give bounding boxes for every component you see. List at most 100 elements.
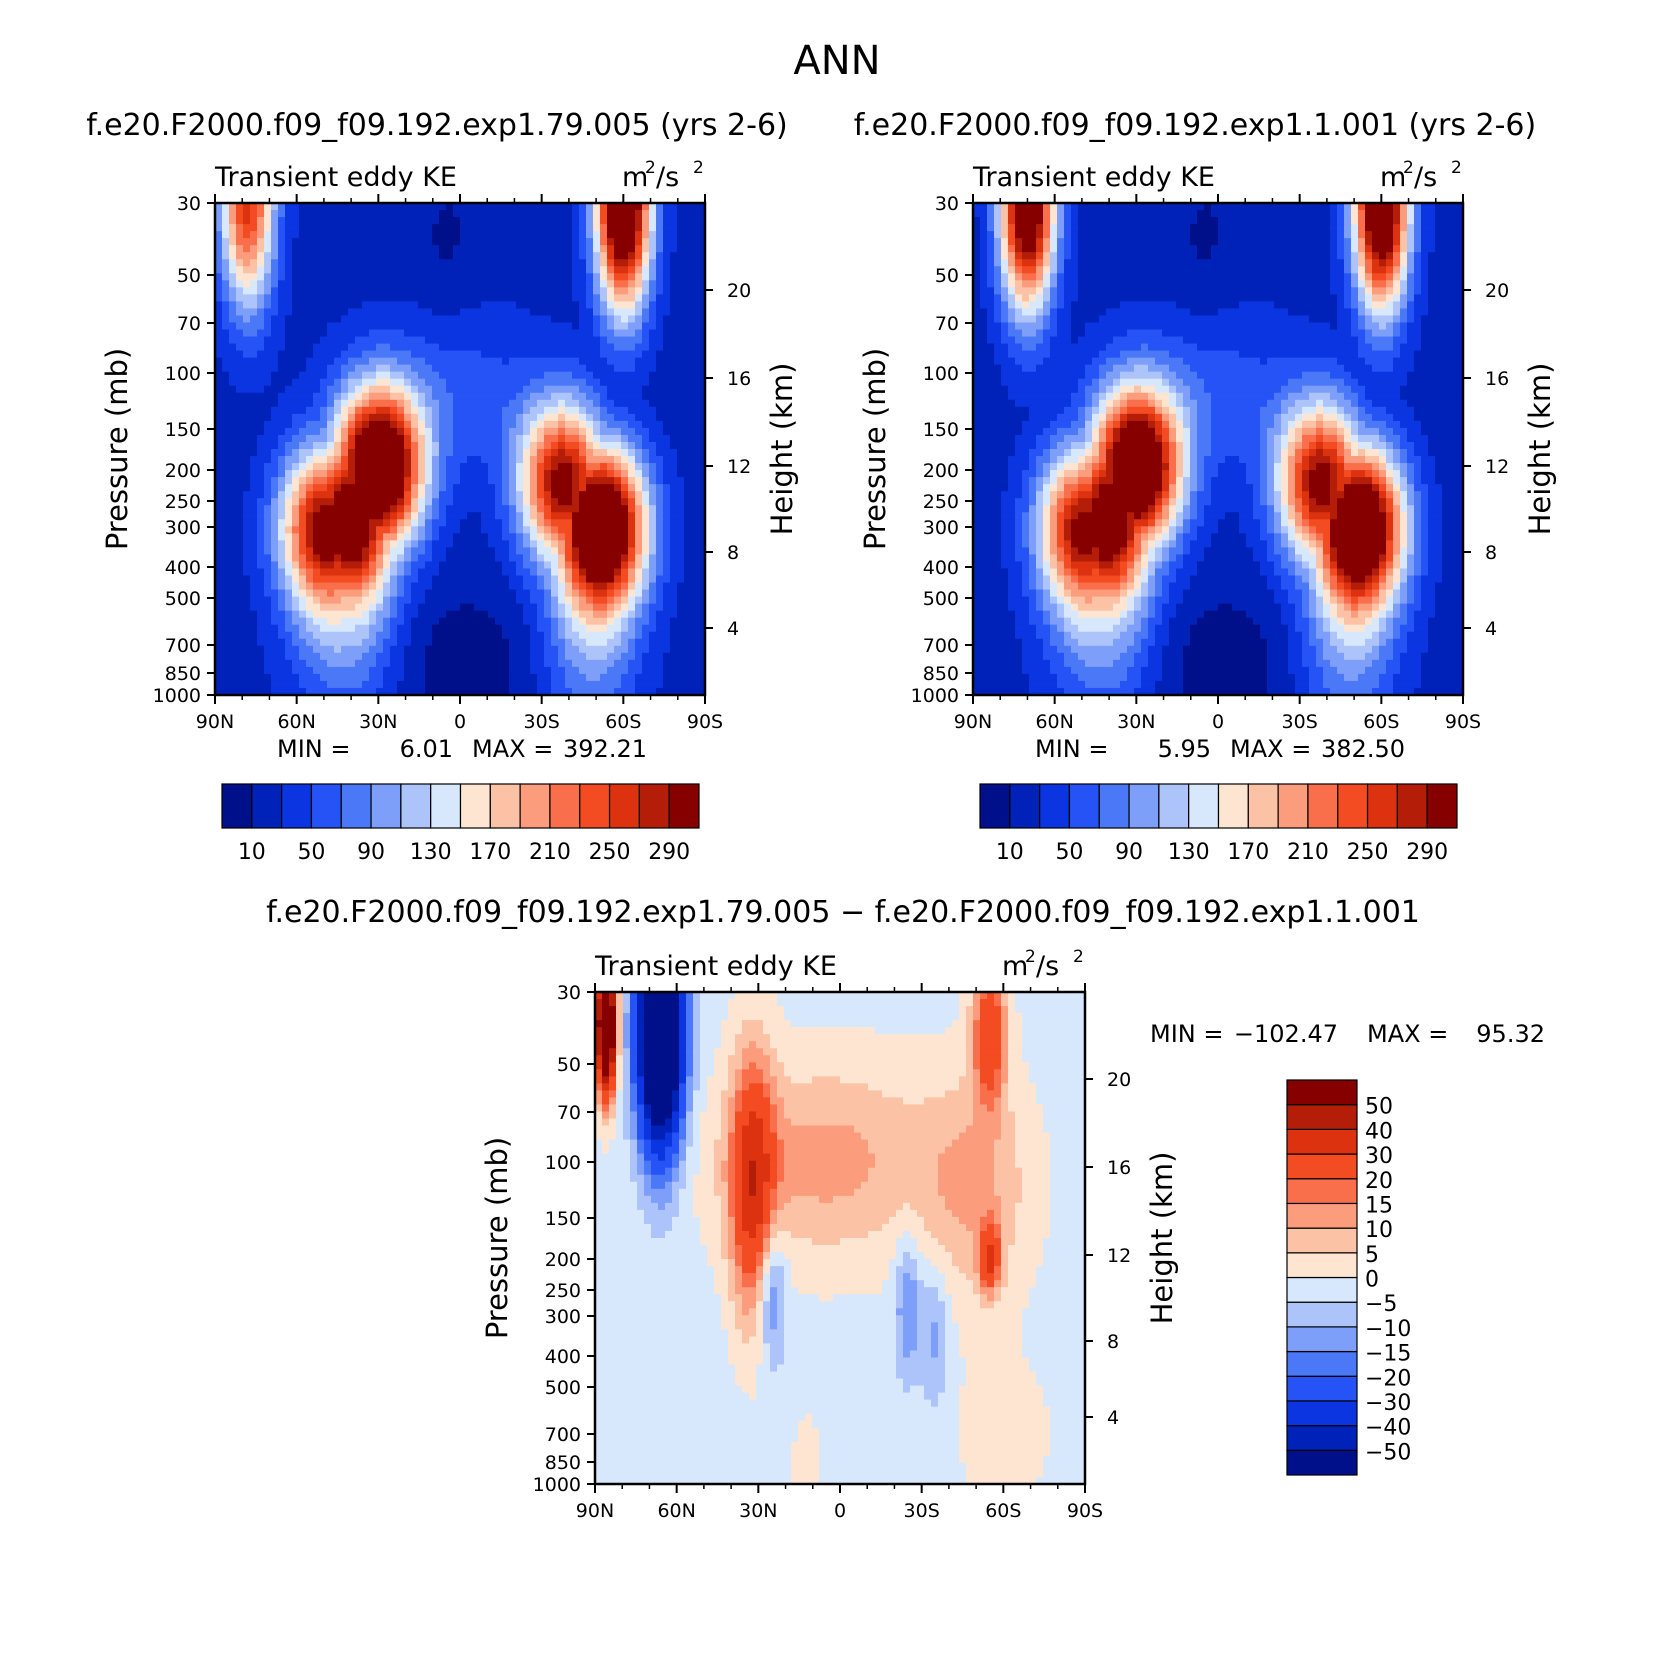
field-cell: [341, 287, 349, 295]
field-cell: [418, 434, 426, 443]
field-cell: [558, 575, 566, 584]
field-cell: [215, 406, 223, 415]
field-cell: [509, 631, 517, 640]
field-cell: [614, 301, 622, 310]
field-cell: [572, 259, 580, 267]
field-cell: [313, 575, 321, 584]
field-cell: [670, 470, 678, 478]
field-cell: [418, 540, 426, 548]
field-cell: [600, 575, 608, 584]
field-cell: [390, 624, 398, 633]
field-cell: [642, 371, 650, 380]
field-cell: [320, 329, 328, 338]
field-cell: [411, 617, 419, 626]
field-cell: [698, 252, 706, 260]
field-cell: [516, 505, 524, 513]
field-cell: [621, 666, 629, 675]
field-cell: [509, 687, 517, 696]
field-cell: [425, 427, 433, 436]
field-cell: [530, 631, 538, 640]
field-cell: [698, 329, 706, 338]
field-cell: [509, 512, 517, 520]
field-cell: [460, 266, 468, 274]
field-cell: [551, 477, 559, 485]
field-cell: [355, 217, 363, 225]
field-cell: [453, 582, 461, 591]
field-cell: [663, 624, 671, 633]
field-cell: [376, 561, 384, 570]
field-cell: [271, 420, 279, 429]
field-cell: [495, 624, 503, 633]
field-cell: [362, 540, 370, 548]
field-cell: [222, 322, 230, 331]
field-cell: [481, 659, 489, 668]
field-cell: [257, 217, 265, 225]
field-cell: [355, 617, 363, 626]
field-cell: [299, 329, 307, 338]
field-cell: [425, 378, 433, 387]
field-cell: [551, 596, 559, 605]
field-cell: [348, 420, 356, 429]
field-cell: [355, 477, 363, 485]
field-cell: [404, 456, 412, 464]
field-cell: [215, 589, 223, 598]
field-cell: [495, 484, 503, 492]
field-cell: [320, 519, 328, 527]
field-cell: [481, 301, 489, 310]
field-cell: [236, 596, 244, 605]
field-cell: [656, 575, 664, 584]
field-cell: [523, 231, 531, 239]
field-cell: [572, 315, 580, 324]
field-cell: [593, 645, 601, 654]
field-cell: [642, 498, 650, 506]
field-cell: [390, 385, 398, 394]
field-cell: [600, 554, 608, 563]
field-cell: [537, 652, 545, 661]
field-cell: [509, 385, 517, 394]
field-cell: [460, 406, 468, 415]
field-cell: [278, 652, 286, 661]
field-cell: [404, 568, 412, 577]
field-cell: [383, 301, 391, 310]
field-cell: [425, 589, 433, 598]
field-cell: [222, 603, 230, 612]
field-cell: [467, 568, 475, 577]
field-cell: [565, 217, 573, 225]
field-cell: [418, 449, 426, 457]
field-cell: [488, 392, 496, 401]
field-cell: [278, 631, 286, 640]
field-cell: [390, 582, 398, 591]
field-cell: [607, 336, 615, 345]
field-cell: [369, 434, 377, 443]
field-cell: [614, 540, 622, 548]
field-cell: [677, 526, 685, 534]
field-cell: [285, 477, 293, 485]
field-cell: [495, 203, 503, 211]
field-cell: [502, 273, 510, 281]
field-cell: [369, 540, 377, 548]
field-cell: [530, 224, 538, 232]
field-cell: [397, 301, 405, 310]
field-cell: [565, 420, 573, 429]
field-cell: [558, 210, 566, 218]
field-cell: [376, 399, 384, 408]
field-cell: [341, 659, 349, 668]
field-cell: [691, 441, 699, 450]
field-cell: [215, 322, 223, 331]
field-cell: [418, 315, 426, 324]
field-cell: [369, 575, 377, 584]
field-cell: [243, 252, 251, 260]
field-cell: [467, 217, 475, 225]
field-cell: [369, 287, 377, 295]
field-cell: [341, 519, 349, 527]
field-cell: [341, 596, 349, 605]
field-cell: [642, 259, 650, 267]
field-cell: [278, 470, 286, 478]
field-cell: [446, 343, 454, 352]
field-cell: [390, 484, 398, 492]
field-cell: [572, 322, 580, 331]
field-cell: [460, 631, 468, 640]
field-cell: [376, 231, 384, 239]
field-cell: [362, 477, 370, 485]
field-cell: [677, 406, 685, 415]
